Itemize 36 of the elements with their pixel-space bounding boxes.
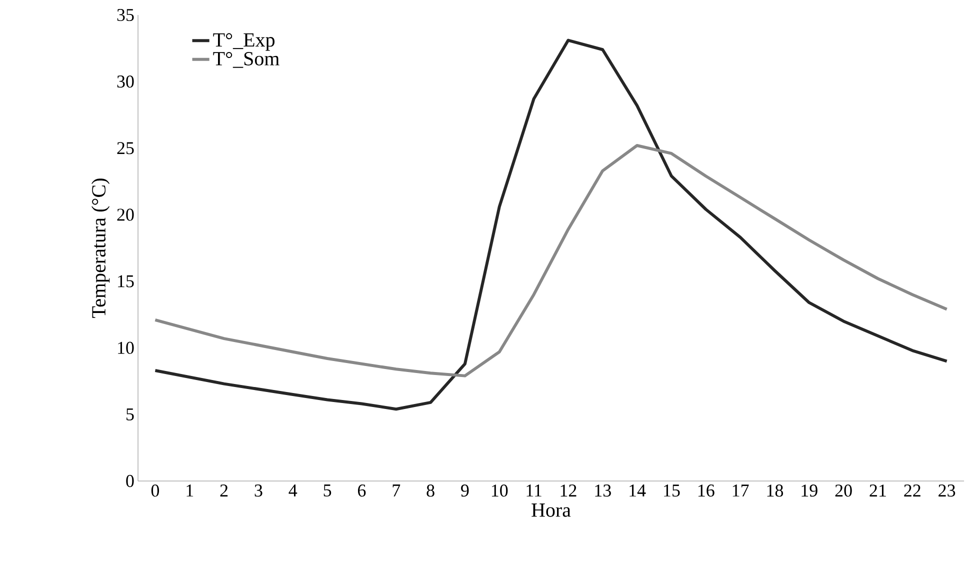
y-tick-label: 20 <box>117 208 134 221</box>
legend-label: T°_Som <box>213 52 280 68</box>
x-tick-label: 5 <box>324 484 332 496</box>
x-tick-label: 11 <box>526 484 542 496</box>
x-tick-label: 18 <box>767 484 784 497</box>
x-tick-label: 14 <box>630 484 646 496</box>
y-tick-label: 5 <box>126 408 134 420</box>
y-tick-label: 10 <box>118 342 134 354</box>
y-tick-label: 25 <box>117 142 134 154</box>
x-tick-label: 2 <box>220 484 228 496</box>
x-tick-label: 9 <box>461 484 469 497</box>
y-tick-label: 35 <box>117 8 134 22</box>
y-tick-label: 0 <box>126 474 134 488</box>
x-tick-label: 8 <box>426 484 434 497</box>
x-tick-label: 0 <box>151 484 160 497</box>
x-tick-label: 7 <box>392 484 400 496</box>
x-tick-label: 6 <box>358 484 366 497</box>
legend-label: T°_Exp <box>213 33 274 51</box>
x-tick-label: 16 <box>698 484 714 497</box>
x-tick-label: 19 <box>802 484 818 497</box>
x-tick-label: 3 <box>254 484 262 497</box>
x-tick-label: 12 <box>560 484 576 496</box>
y-tick-label: 15 <box>118 275 134 288</box>
x-tick-label: 22 <box>904 484 920 496</box>
x-tick-label: 23 <box>938 484 956 497</box>
x-tick-label: 17 <box>732 484 749 496</box>
x-tick-label: 10 <box>492 484 508 497</box>
y-tick-label: 30 <box>117 76 134 88</box>
y-axis-title: Temperatura (°C) <box>91 178 110 318</box>
x-tick-label: 1 <box>186 484 194 496</box>
x-axis-title: Hora <box>532 504 571 517</box>
x-tick-label: 20 <box>835 484 852 497</box>
x-tick-label: 4 <box>288 484 298 496</box>
x-tick-label: 15 <box>664 484 680 497</box>
x-tick-label: 13 <box>595 484 611 497</box>
x-tick-label: 21 <box>870 484 886 496</box>
